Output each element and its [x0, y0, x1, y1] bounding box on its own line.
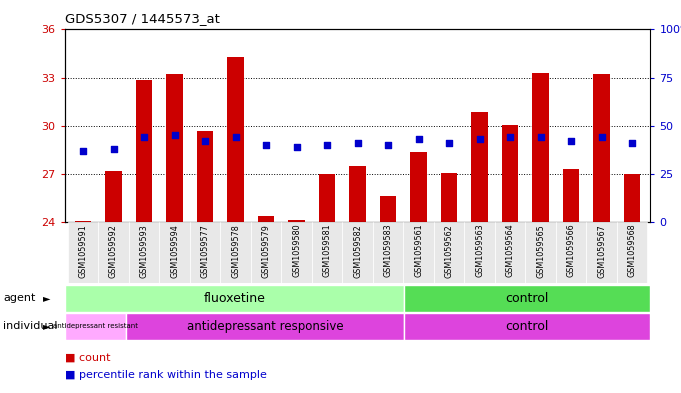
- Bar: [403, 222, 434, 283]
- Bar: [197, 130, 213, 222]
- Point: [261, 142, 272, 148]
- Bar: [624, 174, 640, 222]
- Text: GSM1059577: GSM1059577: [200, 224, 210, 278]
- Text: control: control: [505, 320, 549, 333]
- Bar: [373, 222, 403, 283]
- Point: [169, 132, 180, 139]
- Bar: [464, 222, 495, 283]
- Text: GSM1059562: GSM1059562: [445, 224, 454, 277]
- Bar: [281, 222, 312, 283]
- Text: GDS5307 / 1445573_at: GDS5307 / 1445573_at: [65, 12, 219, 25]
- Point: [474, 136, 485, 142]
- Text: GSM1059563: GSM1059563: [475, 224, 484, 277]
- Point: [230, 134, 241, 140]
- Point: [443, 140, 454, 146]
- Text: GSM1059581: GSM1059581: [323, 224, 332, 277]
- Text: GSM1059591: GSM1059591: [78, 224, 87, 277]
- Text: GSM1059592: GSM1059592: [109, 224, 118, 278]
- Point: [596, 134, 607, 140]
- Text: antidepressant responsive: antidepressant responsive: [187, 320, 343, 333]
- Text: GSM1059565: GSM1059565: [536, 224, 545, 277]
- Text: GSM1059567: GSM1059567: [597, 224, 606, 277]
- Text: antidepressant resistant: antidepressant resistant: [53, 323, 138, 329]
- Bar: [471, 112, 488, 222]
- Bar: [67, 222, 98, 283]
- Text: control: control: [505, 292, 549, 305]
- Bar: [617, 222, 648, 283]
- Text: GSM1059583: GSM1059583: [383, 224, 392, 277]
- Bar: [349, 166, 366, 222]
- Text: GSM1059578: GSM1059578: [231, 224, 240, 277]
- Text: agent: agent: [3, 293, 36, 303]
- Bar: [563, 169, 580, 222]
- Bar: [65, 285, 404, 312]
- Bar: [404, 285, 650, 312]
- Bar: [312, 222, 343, 283]
- Bar: [404, 313, 650, 340]
- Text: GSM1059566: GSM1059566: [567, 224, 575, 277]
- Bar: [502, 125, 518, 222]
- Bar: [227, 57, 244, 222]
- Bar: [129, 222, 159, 283]
- Point: [352, 140, 363, 146]
- Text: ■ percentile rank within the sample: ■ percentile rank within the sample: [65, 370, 266, 380]
- Text: fluoxetine: fluoxetine: [204, 292, 265, 305]
- Bar: [251, 222, 281, 283]
- Bar: [166, 74, 183, 222]
- Bar: [257, 217, 274, 222]
- Point: [627, 140, 637, 146]
- Bar: [190, 222, 220, 283]
- Point: [535, 134, 546, 140]
- Bar: [410, 152, 427, 222]
- Point: [566, 138, 577, 144]
- Text: GSM1059594: GSM1059594: [170, 224, 179, 277]
- Bar: [556, 222, 586, 283]
- Bar: [75, 221, 91, 222]
- Point: [383, 142, 394, 148]
- Point: [413, 136, 424, 142]
- Bar: [105, 171, 122, 222]
- Bar: [65, 313, 127, 340]
- Point: [138, 134, 149, 140]
- Bar: [586, 222, 617, 283]
- Text: GSM1059579: GSM1059579: [262, 224, 270, 278]
- Point: [291, 144, 302, 150]
- Bar: [319, 174, 336, 222]
- Point: [321, 142, 332, 148]
- Text: individual: individual: [3, 321, 58, 331]
- Point: [200, 138, 210, 144]
- Text: GSM1059564: GSM1059564: [505, 224, 515, 277]
- Bar: [434, 222, 464, 283]
- Bar: [343, 222, 373, 283]
- Text: GSM1059593: GSM1059593: [140, 224, 148, 277]
- Text: ►: ►: [43, 321, 50, 331]
- Text: GSM1059568: GSM1059568: [628, 224, 637, 277]
- Bar: [593, 74, 610, 222]
- Point: [78, 148, 89, 154]
- Point: [505, 134, 516, 140]
- Bar: [288, 220, 305, 222]
- Bar: [525, 222, 556, 283]
- Bar: [159, 222, 190, 283]
- Bar: [441, 173, 458, 222]
- Bar: [220, 222, 251, 283]
- Point: [108, 146, 119, 152]
- Bar: [127, 313, 404, 340]
- Text: ■ count: ■ count: [65, 352, 110, 362]
- Bar: [379, 196, 396, 222]
- Bar: [136, 80, 153, 222]
- Text: ►: ►: [43, 293, 50, 303]
- Text: GSM1059561: GSM1059561: [414, 224, 423, 277]
- Bar: [98, 222, 129, 283]
- Bar: [532, 73, 549, 222]
- Bar: [495, 222, 525, 283]
- Text: GSM1059580: GSM1059580: [292, 224, 301, 277]
- Text: GSM1059582: GSM1059582: [353, 224, 362, 277]
